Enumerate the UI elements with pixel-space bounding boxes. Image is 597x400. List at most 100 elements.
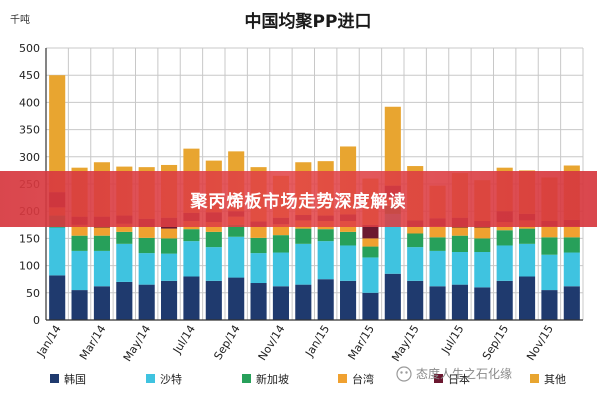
bar-segment (474, 238, 491, 252)
legend-swatch (242, 374, 251, 383)
bar-segment (205, 231, 222, 248)
bar-segment (295, 243, 312, 285)
x-tick-label: Jul/15 (439, 323, 467, 357)
bar-segment (272, 235, 289, 253)
bar-segment (474, 287, 491, 320)
bar-segment (161, 238, 178, 254)
bar-segment (138, 237, 155, 254)
bar-segment (317, 279, 334, 320)
bar-segment (93, 235, 110, 251)
watermark-text: 态度人生之石化缘 (416, 366, 512, 381)
bar-segment (272, 286, 289, 320)
x-tick-label: May/14 (121, 323, 153, 364)
bar-segment (183, 229, 200, 242)
bar-segment (250, 237, 267, 254)
bar-segment (340, 280, 357, 320)
bar-segment (93, 286, 110, 320)
bar-segment (362, 224, 379, 239)
legend-label: 其他 (544, 373, 566, 386)
x-tick-label: Jan/14 (34, 323, 64, 360)
bar-segment (138, 253, 155, 285)
bar-segment (429, 250, 446, 287)
bar-segment (474, 252, 491, 288)
legend-label: 沙特 (160, 372, 182, 386)
bar-segment (250, 253, 267, 284)
bar-segment (183, 276, 200, 320)
bar-segment (49, 75, 66, 193)
y-tick-label: 300 (19, 151, 40, 164)
bar-segment (138, 284, 155, 320)
bar-segment (362, 246, 379, 258)
bar-segment (384, 106, 401, 186)
bar-segment (205, 247, 222, 281)
bar-segment (407, 226, 424, 234)
x-tick-label: Mar/15 (346, 323, 377, 363)
bar-segment (451, 252, 468, 285)
legend-swatch (50, 374, 59, 383)
bar-segment (340, 245, 357, 281)
y-tick-label: 500 (19, 42, 40, 55)
bar-segment (93, 227, 110, 236)
bar-segment (451, 227, 468, 236)
bar-segment (116, 223, 133, 232)
bar-segment (541, 290, 558, 320)
bar-segment (183, 241, 200, 277)
legend: 韩国 沙特 新加坡 台湾 日本 其他 (50, 372, 566, 386)
bar-segment (541, 237, 558, 255)
bar-segment (71, 235, 88, 251)
bar-segment (317, 241, 334, 280)
headline-text: 聚丙烯板市场走势深度解读 (190, 191, 407, 212)
bar-segment (362, 292, 379, 320)
bar-segment (519, 228, 536, 244)
bar-segment (93, 250, 110, 287)
x-tick-label: Jul/14 (170, 323, 198, 357)
bar-segment (340, 231, 357, 246)
bar-segment (496, 230, 513, 246)
chart-title: 中国均聚PP进口 (245, 11, 372, 32)
bar-segment (407, 247, 424, 281)
bar-segment (272, 252, 289, 287)
bar-segment (496, 280, 513, 320)
bar-segment (563, 286, 580, 320)
x-tick-label: Sep/15 (480, 323, 511, 362)
bar-segment (71, 224, 88, 236)
watermark-logo-eye-icon (400, 371, 403, 374)
bar-segment (496, 245, 513, 281)
legend-swatch (338, 374, 347, 383)
legend-label: 韩国 (64, 372, 86, 386)
bar-segment (228, 236, 245, 278)
headline-banner: 聚丙烯板市场走势深度解读 (0, 171, 597, 227)
bar-segment (429, 286, 446, 320)
y-tick-label: 400 (19, 96, 40, 109)
watermark: 态度人生之石化缘 (396, 366, 512, 382)
bar-segment (161, 280, 178, 320)
bar-segment (116, 231, 133, 244)
bar-segment (49, 227, 66, 276)
bar-segment (384, 213, 401, 274)
y-tick-label: 450 (19, 69, 40, 82)
bar-segment (295, 284, 312, 320)
bar-segment (429, 226, 446, 238)
bar-segment (161, 253, 178, 281)
bar-segment (407, 280, 424, 320)
bar-segment (250, 283, 267, 320)
y-tick-label: 150 (19, 232, 40, 245)
legend-swatch (146, 374, 155, 383)
bar-segment (228, 277, 245, 320)
y-tick-label: 100 (19, 260, 40, 273)
bar-segment (49, 275, 66, 320)
bar-segment (429, 237, 446, 251)
y-tick-label: 50 (26, 287, 40, 300)
bar-segment (474, 227, 491, 239)
y-axis-unit-label: 千吨 (10, 13, 30, 26)
watermark-logo-eye-icon (405, 371, 408, 374)
bar-segment (295, 228, 312, 244)
bar-segment (362, 238, 379, 247)
y-tick-label: 0 (33, 314, 40, 327)
x-tick-label: Jan/15 (302, 323, 332, 360)
bar-segment (451, 284, 468, 320)
watermark-logo-icon (396, 366, 412, 382)
bar-segment (71, 290, 88, 320)
bar-segment (451, 235, 468, 252)
legend-label: 新加坡 (256, 372, 289, 386)
